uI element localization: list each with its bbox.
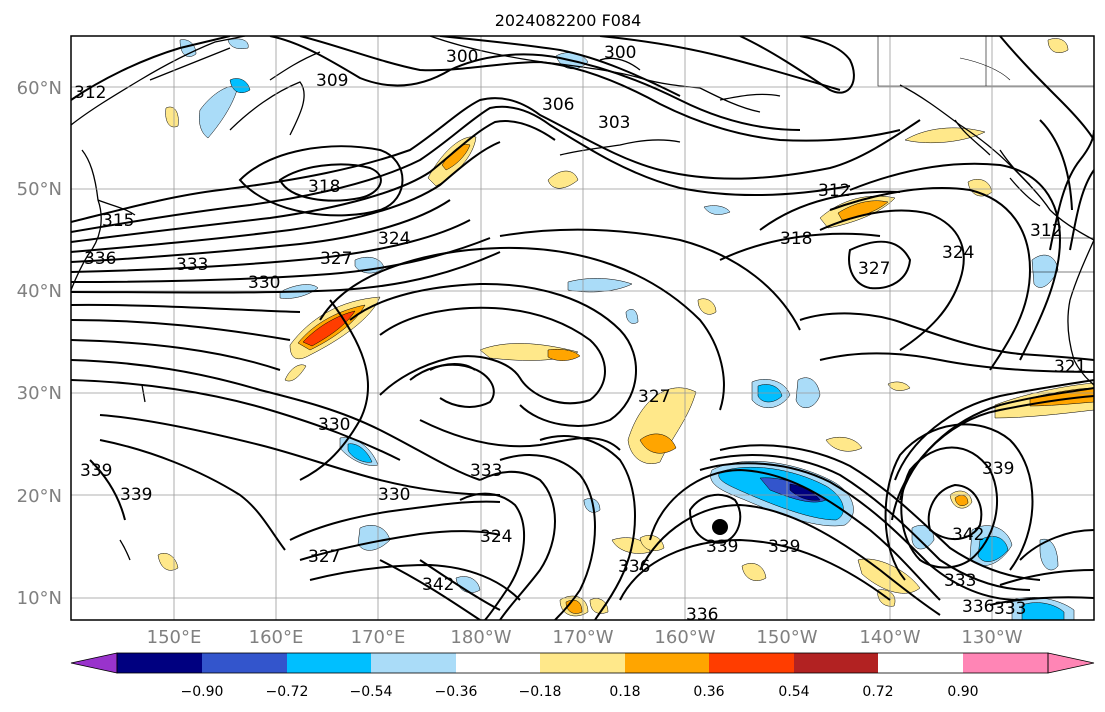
contour-label: 324	[378, 229, 410, 249]
contour-label: 333	[470, 461, 502, 481]
colorbar-segment	[202, 653, 287, 673]
contour-label: 309	[316, 71, 348, 91]
colorbar: −0.90 −0.72 −0.54 −0.36 −0.18 0.18 0.36 …	[70, 652, 1095, 700]
lon-label: 160°E	[249, 627, 304, 648]
lon-label: 160°W	[654, 627, 715, 648]
colorbar-tick-label: 0.90	[947, 684, 978, 700]
lon-label: 170°E	[351, 627, 406, 648]
colorbar-tick-label: 0.18	[609, 684, 640, 700]
colorbar-segment	[117, 653, 202, 673]
contour-label: 327	[308, 547, 340, 567]
colorbar-tick-label: −0.54	[350, 684, 393, 700]
contour-label: 327	[638, 387, 670, 407]
lon-label: 150°E	[147, 627, 202, 648]
contour-label: 339	[120, 485, 152, 505]
colorbar-segment	[625, 653, 709, 673]
contour-label: 333	[944, 571, 976, 591]
lon-label: 150°W	[756, 627, 817, 648]
colorbar-tick-label: 0.72	[862, 684, 893, 700]
colorbar-frame	[116, 652, 1049, 674]
contour-label: 312	[74, 83, 106, 103]
contour-label: 336	[618, 557, 650, 577]
colorbar-segments	[117, 653, 1048, 673]
colorbar-extend-left	[70, 652, 118, 674]
contour-label: 318	[308, 177, 340, 197]
colorbar-segment	[371, 653, 456, 673]
storm-center-marker	[712, 519, 728, 535]
colorbar-segment	[794, 653, 878, 673]
contour-label: 342	[952, 525, 984, 545]
lon-label: 130°W	[961, 627, 1022, 648]
contour-labels: 300 300 312 309 306 303 318 315 336 333 …	[74, 43, 1086, 625]
contour-label: 336	[686, 605, 718, 625]
colorbar-ticks: −0.90 −0.72 −0.54 −0.36 −0.18 0.18 0.36 …	[181, 684, 979, 700]
lat-label: 30°N	[17, 383, 62, 404]
colorbar-segment	[963, 653, 1048, 673]
contour-label: 303	[598, 113, 630, 133]
border-layer	[877, 36, 1094, 273]
contour-label: 312	[1030, 221, 1062, 241]
contour-label: 324	[942, 243, 974, 263]
contour-label: 324	[480, 527, 512, 547]
contour-label: 342	[422, 575, 454, 595]
colorbar-segment	[709, 653, 794, 673]
map-panel: 300 300 312 309 306 303 318 315 336 333 …	[71, 36, 1094, 625]
contour-label: 312	[818, 181, 850, 201]
colorbar-extend-right	[1047, 652, 1095, 674]
colorbar-tick-label: −0.72	[266, 684, 309, 700]
map-frame	[70, 35, 1095, 621]
lat-label: 20°N	[17, 486, 62, 507]
contour-label: 327	[858, 259, 890, 279]
colorbar-tick-label: 0.54	[778, 684, 809, 700]
contour-label: 306	[542, 95, 574, 115]
lat-label: 40°N	[17, 281, 62, 302]
contour-label: 330	[248, 273, 280, 293]
lat-label: 60°N	[17, 78, 62, 99]
lon-label: 170°W	[552, 627, 613, 648]
contour-label: 336	[962, 597, 994, 617]
colorbar-segment	[287, 653, 371, 673]
colorbar-tick-label: −0.36	[435, 684, 478, 700]
contour-label: 315	[102, 211, 134, 231]
contour-label: 339	[768, 537, 800, 557]
contour-label: 339	[80, 461, 112, 481]
longitude-labels: 150°E 160°E 170°E 180°W 170°W 160°W 150°…	[147, 627, 1023, 648]
contour-label: 330	[378, 485, 410, 505]
colorbar-tick-label: −0.18	[519, 684, 562, 700]
contour-label: 300	[604, 43, 636, 63]
colorbar-segment	[456, 653, 540, 673]
contour-label: 327	[320, 249, 352, 269]
contour-label: 330	[318, 415, 350, 435]
contour-label: 333	[994, 599, 1026, 619]
contour-label: 336	[84, 249, 116, 269]
contour-label: 318	[780, 229, 812, 249]
contour-layer	[71, 36, 1094, 620]
lon-label: 140°W	[859, 627, 920, 648]
contour-label: 339	[982, 459, 1014, 479]
gridlines	[71, 36, 1094, 620]
lat-label: 50°N	[17, 179, 62, 200]
colorbar-tick-label: 0.36	[693, 684, 724, 700]
latitude-labels: 10°N 20°N 30°N 40°N 50°N 60°N	[17, 78, 62, 609]
contour-label: 333	[176, 255, 208, 275]
lon-label: 180°W	[450, 627, 511, 648]
contour-label: 300	[446, 47, 478, 67]
colorbar-tick-label: −0.90	[181, 684, 224, 700]
contour-label: 339	[706, 537, 738, 557]
contour-label: 321	[1054, 357, 1086, 377]
colorbar-segment	[540, 653, 625, 673]
map-title: 2024082200 F084	[495, 11, 642, 30]
lat-label: 10°N	[17, 588, 62, 609]
